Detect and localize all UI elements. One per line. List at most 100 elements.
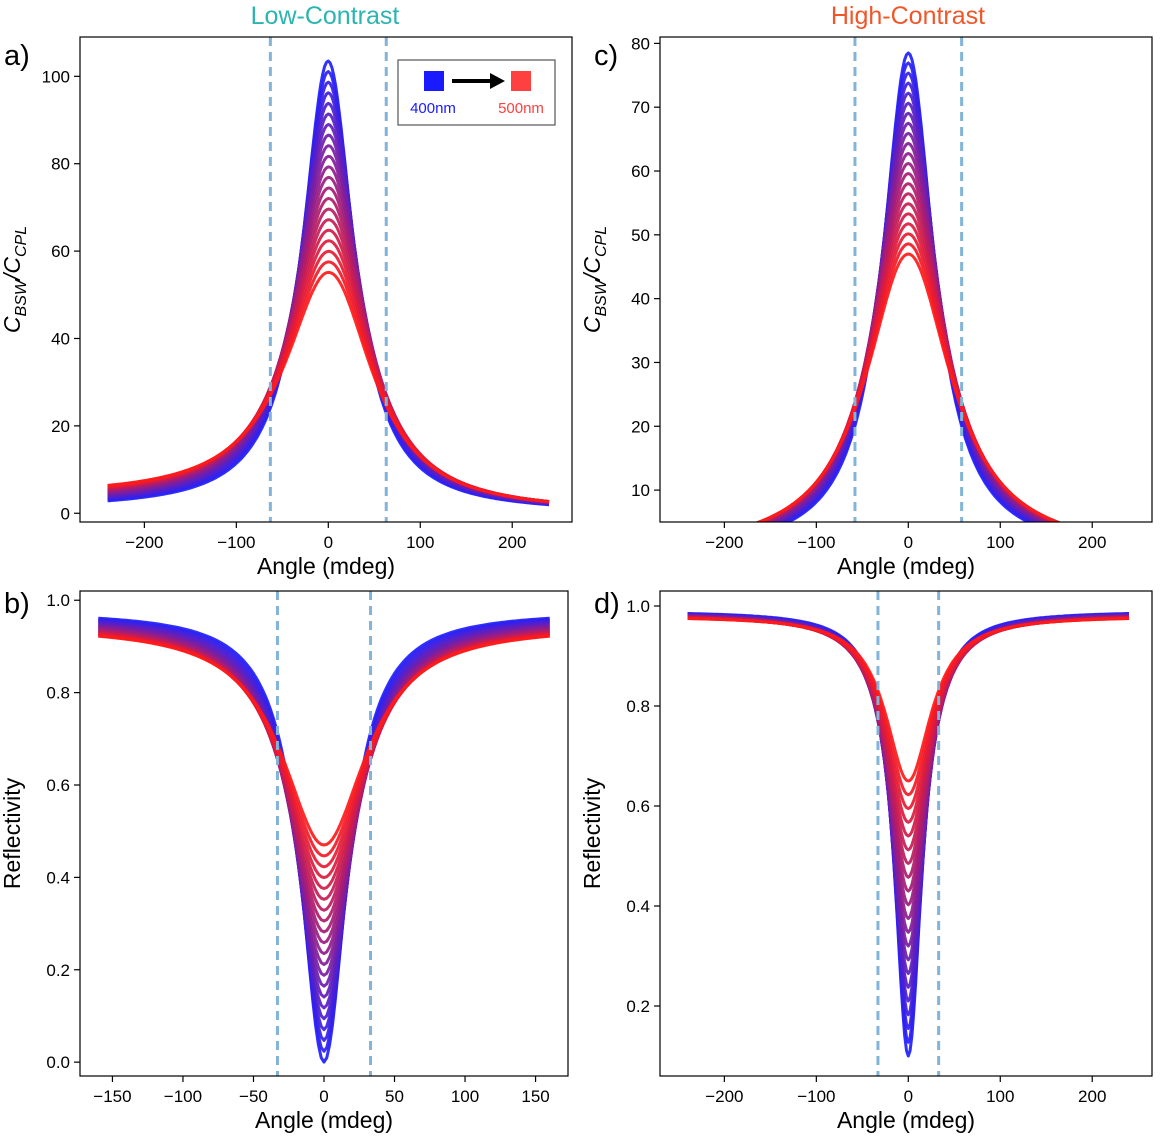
- series-line-11: [687, 615, 1130, 920]
- y-tick-label: 1.0: [46, 591, 70, 610]
- y-tick-label: 10: [631, 481, 650, 500]
- x-axis-label: Angle (mdeg): [837, 553, 975, 579]
- plot-frame: [79, 590, 569, 1077]
- legend: 400nm 500nm: [397, 59, 556, 126]
- series-line-2: [782, 61, 1035, 522]
- y-tick-label: 0.6: [626, 797, 650, 816]
- series-line-9: [767, 131, 1050, 522]
- series-line-5: [98, 621, 550, 1021]
- series-line-19: [107, 249, 550, 504]
- y-tick-label: 0.8: [46, 684, 70, 703]
- x-axis-label: Angle (mdeg): [257, 553, 395, 579]
- series-line-7: [107, 123, 550, 505]
- x-tick-label: 100: [986, 533, 1014, 552]
- y-tick-label: 0.6: [46, 776, 70, 795]
- series-line-5: [107, 101, 550, 505]
- series-line-15: [107, 207, 550, 504]
- series-line-14: [687, 615, 1129, 879]
- series-line-13: [760, 172, 1056, 522]
- series-line-14: [107, 197, 550, 504]
- series-line-10: [765, 141, 1052, 522]
- x-tick-label: 0: [319, 1087, 328, 1106]
- panel-letter-c: c): [594, 40, 619, 72]
- plot-frame: [659, 590, 1153, 1077]
- legend-end-label: 500nm: [498, 100, 544, 117]
- y-tick-label: 20: [51, 417, 70, 436]
- x-axis-label: Angle (mdeg): [255, 1107, 393, 1133]
- x-tick-label: 0: [324, 533, 333, 552]
- series-line-12: [98, 627, 550, 945]
- y-axis-label: CBSW/CCPL: [579, 226, 610, 333]
- y-axis-label: Reflectivity: [579, 777, 605, 889]
- y-tick-label: 0.4: [46, 868, 70, 887]
- series-line-18: [107, 239, 550, 503]
- panel-b-chart: −150 −100 −50 0 50 100 150 0.0 0.2 0.4 0.6 0.8 1.0 An…: [0, 590, 569, 1133]
- series-line-17: [687, 616, 1129, 838]
- legend-swatch-start: [424, 71, 444, 91]
- panel-a-chart: −200 −100 0 100 200 0 20 40 60 80 100 Angle (mdeg) C…: [0, 36, 573, 579]
- y-tick-label: 0.4: [626, 897, 650, 916]
- series-line-16: [757, 202, 1060, 522]
- series-line-20: [754, 242, 1062, 522]
- y-tick-label: 100: [42, 67, 70, 86]
- y-axis-label: Reflectivity: [0, 777, 25, 889]
- series-line-19: [98, 633, 550, 869]
- series-line-15: [687, 616, 1129, 865]
- x-tick-label: 150: [521, 1087, 549, 1106]
- legend-frame: [397, 59, 556, 126]
- x-tick-label: 50: [385, 1087, 404, 1106]
- series-line-17: [107, 228, 550, 503]
- series-line-6: [772, 101, 1044, 522]
- y-tick-label: 1.0: [626, 597, 650, 616]
- y-tick-label: 60: [631, 162, 650, 181]
- series-line-11: [763, 152, 1054, 522]
- series-line-19: [755, 232, 1062, 522]
- series-line-18: [687, 616, 1129, 824]
- x-tick-label: 0: [904, 1087, 913, 1106]
- y-tick-label: 40: [51, 329, 70, 348]
- series-line-15: [98, 630, 550, 912]
- x-tick-label: −50: [239, 1087, 268, 1106]
- y-tick-label: 0.2: [626, 997, 650, 1016]
- series-line-20: [107, 260, 550, 504]
- y-tick-label: 80: [631, 34, 650, 53]
- column-title-low-contrast: Low-Contrast: [250, 2, 400, 30]
- y-tick-label: 60: [51, 242, 70, 261]
- series-line-8: [768, 121, 1048, 522]
- series-line-6: [107, 112, 550, 505]
- x-tick-label: −100: [164, 1087, 202, 1106]
- series-group: [107, 59, 550, 507]
- series-line-12: [107, 175, 550, 504]
- x-tick-label: −100: [797, 1087, 835, 1106]
- series-group: [754, 51, 1062, 522]
- series-line-21: [98, 634, 550, 847]
- panel-letter-a: a): [4, 40, 30, 72]
- series-line-12: [762, 162, 1055, 522]
- series-line-7: [770, 111, 1046, 522]
- series-line-14: [759, 182, 1058, 522]
- series-line-18: [755, 222, 1061, 522]
- x-tick-label: 100: [451, 1087, 479, 1106]
- series-line-8: [107, 133, 550, 505]
- x-tick-label: 100: [986, 1087, 1014, 1106]
- y-tick-label: 0.2: [46, 961, 70, 980]
- series-group: [687, 612, 1130, 1058]
- plot-frame: [659, 36, 1153, 523]
- panel-letter-b: b): [4, 588, 30, 620]
- column-title-high-contrast: High-Contrast: [830, 2, 986, 30]
- series-line-10: [687, 614, 1129, 934]
- series-line-21: [754, 252, 1062, 522]
- series-line-20: [687, 616, 1129, 797]
- x-tick-label: −200: [125, 533, 163, 552]
- series-line-16: [687, 616, 1129, 852]
- x-tick-label: 100: [406, 533, 434, 552]
- panel-d-chart: −200 −100 0 100 200 0.2 0.4 0.6 0.8 1.0 Angle (mde…: [579, 590, 1153, 1133]
- series-line-13: [107, 186, 550, 504]
- series-line-8: [687, 614, 1129, 962]
- series-line-16: [98, 631, 550, 901]
- y-tick-label: 0.0: [46, 1053, 70, 1072]
- y-tick-label: 20: [631, 417, 650, 436]
- x-tick-label: −100: [217, 533, 255, 552]
- series-line-17: [98, 632, 550, 890]
